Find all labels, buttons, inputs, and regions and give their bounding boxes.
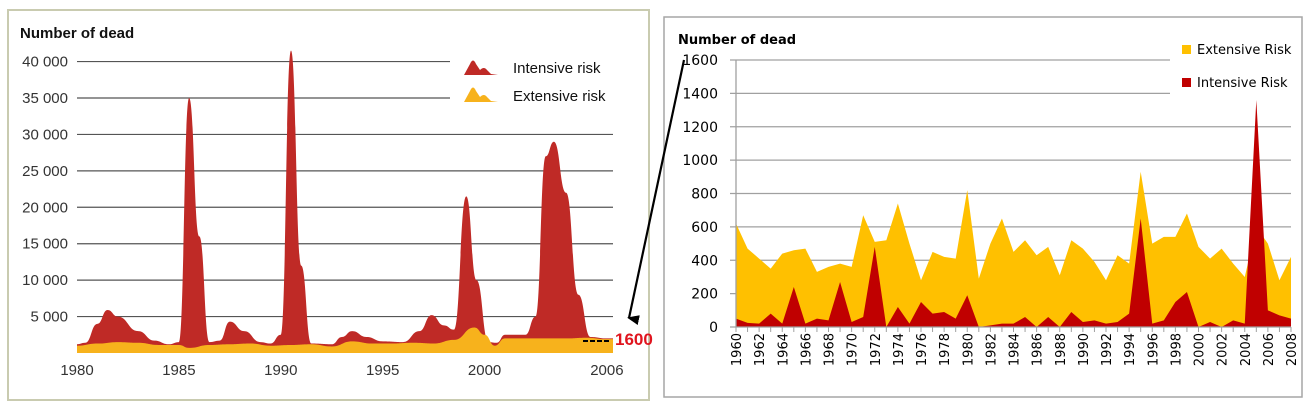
left-y-tick-labels: 5 000 10 000 15 000 20 000 25 000 30 000 35 00…: [22, 54, 68, 326]
legend-label-intensive-risk-right: Intensive Risk: [1197, 76, 1288, 91]
right-legend: Extensive Risk Intensive Risk: [1182, 43, 1292, 91]
right-y-tick-label: 0: [709, 320, 718, 336]
right-x-tick-label: 1984: [1008, 333, 1023, 366]
left-x-tick-label: 1990: [264, 362, 297, 379]
left-y-tick-label: 40 000: [22, 54, 68, 71]
right-x-tick-label: 1998: [1169, 333, 1184, 366]
left-y-tick-label: 35 000: [22, 90, 68, 107]
right-x-tick-label: 1964: [776, 333, 791, 366]
legend-item-intensive-risk: Intensive risk: [464, 60, 601, 77]
right-y-axis-title: Number of dead: [678, 33, 796, 48]
right-y-tick-label: 200: [691, 287, 718, 303]
threshold-value-label: 1600: [615, 330, 653, 349]
left-y-tick-label: 20 000: [22, 199, 68, 216]
legend-label-extensive-risk-right: Extensive Risk: [1197, 43, 1292, 58]
right-x-tick-label: 2008: [1285, 333, 1300, 366]
intensive-risk-swatch-icon: [1182, 78, 1191, 87]
left-chart: Number of dead 5 000 10 000 15 000 20 000 25…: [7, 9, 653, 401]
right-x-tick-labels: 1960 1962 1964 1966 1968 1970 1972 1974 1976 1978…: [730, 333, 1300, 366]
right-x-tick-label: 1972: [869, 333, 884, 366]
right-x-tick-label: 2004: [1239, 333, 1254, 366]
right-x-tick-label: 2002: [1216, 333, 1231, 366]
right-x-tick-label: 1994: [1123, 333, 1138, 366]
right-x-tick-label: 1996: [1146, 333, 1161, 366]
right-y-tick-label: 1600: [682, 53, 718, 69]
right-y-tick-label: 400: [691, 253, 718, 269]
right-y-tick-label: 1400: [682, 86, 718, 102]
right-x-tick-label: 1986: [1031, 333, 1046, 366]
left-extensive-risk-area: [77, 327, 613, 353]
right-x-tick-label: 1970: [846, 333, 861, 366]
left-y-tick-label: 10 000: [22, 272, 68, 289]
left-x-tick-labels: 1980 1985 1990 1995 2000 2006: [60, 362, 623, 379]
left-y-tick-label: 5 000: [30, 309, 68, 326]
right-x-tick-label: 1974: [892, 333, 907, 366]
left-y-axis-title: Number of dead: [20, 25, 134, 42]
legend-item-intensive-risk-right: Intensive Risk: [1182, 76, 1288, 91]
right-x-tick-label: 1960: [730, 333, 745, 366]
right-x-tick-label: 2000: [1193, 333, 1208, 366]
intensive-risk-swatch-icon: [464, 60, 498, 75]
left-gridlines: [77, 60, 613, 318]
right-x-tick-label: 1980: [961, 333, 976, 366]
left-x-tick-label: 1985: [162, 362, 195, 379]
extensive-risk-swatch-icon: [464, 87, 498, 102]
legend-item-extensive-risk: Extensive risk: [464, 87, 606, 105]
left-x-tick-label: 1980: [60, 362, 93, 379]
right-y-tick-labels: 0 200 400 600 800 1000 1200 1400 1600: [682, 53, 718, 336]
right-x-tick-label: 1982: [984, 333, 999, 366]
right-x-tick-label: 2006: [1262, 333, 1277, 366]
right-chart-frame: [663, 16, 1303, 398]
right-axes: [730, 60, 1292, 332]
right-areas: [736, 100, 1291, 327]
zoom-arrow-icon: [627, 59, 686, 325]
right-x-tick-label: 1992: [1100, 333, 1115, 366]
right-y-tick-label: 1200: [682, 120, 718, 136]
right-x-tick-label: 1990: [1077, 333, 1092, 366]
left-y-tick-label: 25 000: [22, 163, 68, 180]
legend-item-extensive-risk-right: Extensive Risk: [1182, 43, 1292, 58]
legend-label-extensive-risk: Extensive risk: [513, 88, 606, 105]
left-y-tick-label: 30 000: [22, 126, 68, 143]
right-x-tick-label: 1988: [1054, 333, 1069, 366]
left-legend: Intensive risk Extensive risk: [464, 60, 606, 105]
left-x-tick-label: 2000: [468, 362, 501, 379]
left-intensive-risk-area: [77, 50, 613, 354]
right-x-tick-label: 1978: [938, 333, 953, 366]
right-x-tick-label: 1966: [799, 333, 814, 366]
left-areas: [77, 50, 613, 354]
right-y-tick-label: 1000: [682, 153, 718, 169]
extensive-risk-swatch-icon: [1182, 45, 1191, 54]
right-x-tick-label: 1962: [753, 333, 768, 366]
left-x-tick-label: 2006: [590, 362, 623, 379]
right-intensive-risk-area: [736, 100, 1291, 327]
right-x-tick-label: 1968: [823, 333, 838, 366]
right-y-tick-label: 600: [691, 220, 718, 236]
legend-label-intensive-risk: Intensive risk: [513, 60, 601, 77]
right-chart: Number of dead 0 200 400 600 800 1000 1200 1400…: [663, 16, 1303, 398]
left-y-tick-label: 15 000: [22, 236, 68, 253]
right-y-tick-label: 800: [691, 187, 718, 203]
right-x-tick-label: 1976: [915, 333, 930, 366]
left-x-tick-label: 1995: [366, 362, 399, 379]
